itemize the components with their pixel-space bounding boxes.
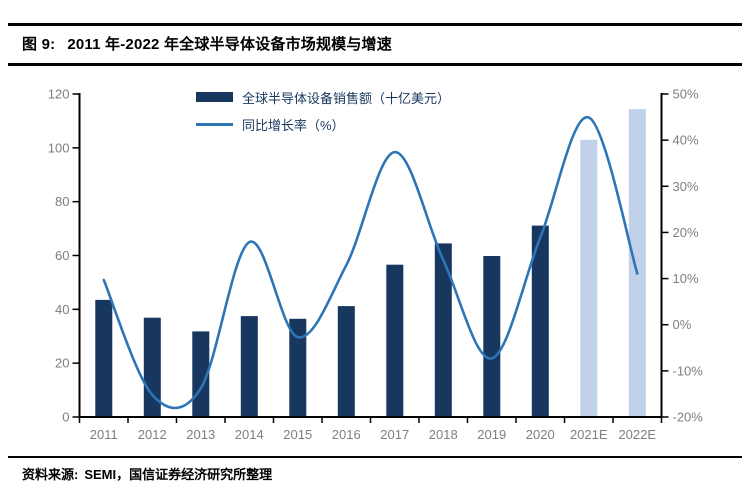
figure-number: 图 9: xyxy=(22,36,56,53)
figure-footer: 资料来源: SEMI，国信证券经济研究所整理 xyxy=(8,456,742,483)
legend-label-sales: 全球半导体设备销售额（十亿美元） xyxy=(242,90,451,106)
chart-legend: 全球半导体设备销售额（十亿美元） 同比增长率（%） xyxy=(196,90,450,144)
growth-rate-line xyxy=(102,116,639,410)
bar-2016 xyxy=(337,306,355,417)
x-label-2015: 2015 xyxy=(283,427,312,442)
source-label: 资料来源: xyxy=(22,467,79,482)
source-text: SEMI，国信证券经济研究所整理 xyxy=(84,467,273,482)
right-tick-label-40: 40% xyxy=(673,133,699,148)
x-label-2014: 2014 xyxy=(235,427,264,442)
right-tick-label-10: 10% xyxy=(673,271,699,286)
x-label-2022E: 2022E xyxy=(618,427,656,442)
right-tick-label-20: 20% xyxy=(673,225,699,240)
x-label-2013: 2013 xyxy=(186,427,215,442)
x-label-2016: 2016 xyxy=(332,427,361,442)
bar-2014 xyxy=(240,316,258,417)
left-tick-label-120: 120 xyxy=(48,87,70,102)
figure-title-text: 2011 年-2022 年全球半导体设备市场规模与增速 xyxy=(67,36,392,53)
bar-2017 xyxy=(386,264,404,417)
x-label-2019: 2019 xyxy=(477,427,506,442)
x-label-2012: 2012 xyxy=(138,427,167,442)
bar-2022E xyxy=(628,109,646,417)
right-tick-label--20: -20% xyxy=(673,410,704,425)
left-tick-label-20: 20 xyxy=(55,356,69,371)
bar-2021E xyxy=(580,139,598,418)
figure-header: 图 9: 2011 年-2022 年全球半导体设备市场规模与增速 xyxy=(8,23,742,66)
left-tick-label-40: 40 xyxy=(55,302,69,317)
x-label-2017: 2017 xyxy=(380,427,409,442)
bar-2018 xyxy=(434,243,452,417)
bar-2011 xyxy=(95,299,113,417)
left-tick-label-0: 0 xyxy=(62,410,69,425)
bar-2020 xyxy=(531,225,549,417)
bar-2012 xyxy=(143,317,161,417)
legend-label-growth: 同比增长率（%） xyxy=(242,117,345,133)
right-tick-label-0: 0% xyxy=(673,317,692,332)
legend-item-growth: 同比增长率（%） xyxy=(196,117,450,133)
x-label-2020: 2020 xyxy=(526,427,555,442)
x-label-2021E: 2021E xyxy=(570,427,608,442)
right-tick-label-50: 50% xyxy=(673,87,699,102)
x-label-2018: 2018 xyxy=(429,427,458,442)
left-tick-label-80: 80 xyxy=(55,194,69,209)
x-label-2011: 2011 xyxy=(90,427,118,442)
bar-2015 xyxy=(289,318,307,417)
legend-item-sales: 全球半导体设备销售额（十亿美元） xyxy=(196,90,451,106)
left-tick-label-60: 60 xyxy=(55,248,69,263)
right-tick-label-30: 30% xyxy=(673,179,699,194)
bar-2019 xyxy=(483,256,501,417)
left-tick-label-100: 100 xyxy=(48,140,70,155)
bar-series-swatch xyxy=(196,92,233,102)
line-series-swatch xyxy=(196,122,233,126)
right-tick-label--10: -10% xyxy=(673,363,704,378)
figure-title: 图 9: 2011 年-2022 年全球半导体设备市场规模与增速 xyxy=(8,26,742,63)
